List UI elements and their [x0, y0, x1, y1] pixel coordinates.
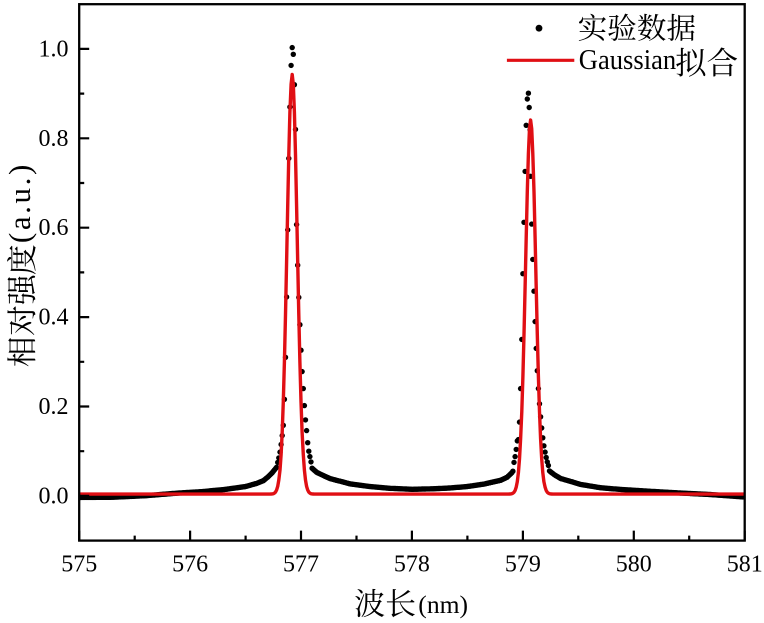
- svg-text:(a.u.): (a.u.): [2, 162, 37, 243]
- svg-text:0.8: 0.8: [39, 126, 69, 152]
- svg-text:1.0: 1.0: [39, 36, 69, 62]
- svg-text:0.2: 0.2: [39, 394, 69, 420]
- svg-text:579: 579: [505, 551, 541, 577]
- svg-text:577: 577: [283, 551, 319, 577]
- svg-text:581: 581: [727, 551, 763, 577]
- svg-text:0.6: 0.6: [39, 215, 69, 241]
- svg-text:576: 576: [172, 551, 208, 577]
- svg-text:580: 580: [616, 551, 652, 577]
- svg-text:Gaussian: Gaussian: [579, 45, 676, 76]
- svg-text:0.4: 0.4: [39, 305, 69, 331]
- svg-text:0.0: 0.0: [39, 483, 69, 509]
- svg-text:575: 575: [61, 551, 97, 577]
- svg-text:(nm): (nm): [418, 590, 468, 619]
- svg-text:578: 578: [394, 551, 430, 577]
